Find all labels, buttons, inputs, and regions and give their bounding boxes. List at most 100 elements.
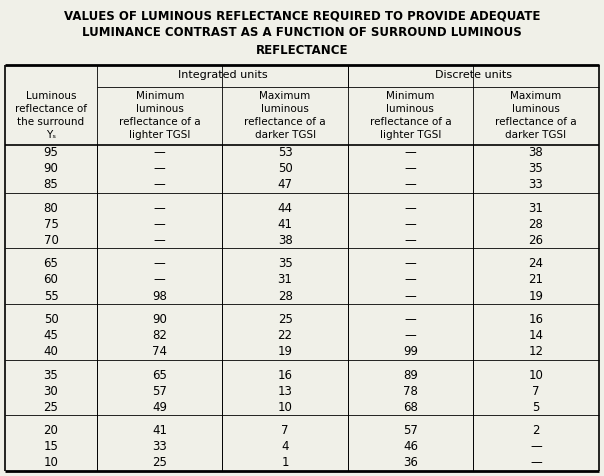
Text: 99: 99 bbox=[403, 345, 418, 358]
Text: 70: 70 bbox=[43, 234, 59, 247]
Text: —: — bbox=[154, 218, 165, 231]
Text: —: — bbox=[530, 456, 542, 469]
Text: 33: 33 bbox=[152, 440, 167, 453]
Text: —: — bbox=[154, 162, 165, 175]
Text: 65: 65 bbox=[43, 258, 59, 270]
Text: 46: 46 bbox=[403, 440, 418, 453]
Text: 21: 21 bbox=[528, 273, 544, 287]
Text: 26: 26 bbox=[528, 234, 544, 247]
Text: 13: 13 bbox=[278, 385, 292, 397]
Text: 10: 10 bbox=[278, 401, 292, 414]
Text: 7: 7 bbox=[281, 424, 289, 437]
Text: 10: 10 bbox=[528, 368, 544, 382]
Text: 25: 25 bbox=[278, 313, 292, 326]
Text: Discrete units: Discrete units bbox=[435, 70, 512, 80]
Text: 30: 30 bbox=[43, 385, 59, 397]
Text: 28: 28 bbox=[528, 218, 544, 231]
Text: 25: 25 bbox=[152, 456, 167, 469]
Text: 60: 60 bbox=[43, 273, 59, 287]
Text: 22: 22 bbox=[278, 329, 292, 342]
Text: —: — bbox=[405, 329, 416, 342]
Text: 25: 25 bbox=[43, 401, 59, 414]
Text: 78: 78 bbox=[403, 385, 418, 397]
Text: 35: 35 bbox=[278, 258, 292, 270]
Text: 95: 95 bbox=[43, 146, 59, 159]
Text: VALUES OF LUMINOUS REFLECTANCE REQUIRED TO PROVIDE ADEQUATE: VALUES OF LUMINOUS REFLECTANCE REQUIRED … bbox=[64, 9, 540, 22]
Text: Integrated units: Integrated units bbox=[178, 70, 267, 80]
Text: 33: 33 bbox=[528, 178, 544, 191]
Text: —: — bbox=[405, 202, 416, 215]
Text: 90: 90 bbox=[43, 162, 59, 175]
Text: 15: 15 bbox=[43, 440, 59, 453]
Text: 57: 57 bbox=[403, 424, 418, 437]
Text: 16: 16 bbox=[278, 368, 292, 382]
Text: 7: 7 bbox=[532, 385, 540, 397]
Text: 28: 28 bbox=[278, 289, 292, 303]
Text: 12: 12 bbox=[528, 345, 544, 358]
Text: —: — bbox=[154, 234, 165, 247]
Text: 50: 50 bbox=[43, 313, 59, 326]
Text: 50: 50 bbox=[278, 162, 292, 175]
Text: —: — bbox=[405, 178, 416, 191]
Text: 44: 44 bbox=[278, 202, 292, 215]
Text: Luminous
reflectance of
the surround
Yₛ: Luminous reflectance of the surround Yₛ bbox=[15, 91, 87, 140]
Text: —: — bbox=[405, 258, 416, 270]
Text: 98: 98 bbox=[152, 289, 167, 303]
Text: 19: 19 bbox=[528, 289, 544, 303]
Text: 20: 20 bbox=[43, 424, 59, 437]
Text: 57: 57 bbox=[152, 385, 167, 397]
Text: —: — bbox=[405, 234, 416, 247]
Text: 89: 89 bbox=[403, 368, 418, 382]
Text: 80: 80 bbox=[43, 202, 59, 215]
Text: —: — bbox=[154, 146, 165, 159]
Text: 41: 41 bbox=[152, 424, 167, 437]
Text: 38: 38 bbox=[528, 146, 544, 159]
Text: —: — bbox=[405, 218, 416, 231]
Text: —: — bbox=[405, 289, 416, 303]
Text: 85: 85 bbox=[43, 178, 59, 191]
Text: 31: 31 bbox=[278, 273, 292, 287]
Text: 35: 35 bbox=[43, 368, 59, 382]
Text: 38: 38 bbox=[278, 234, 292, 247]
Text: 41: 41 bbox=[278, 218, 292, 231]
Text: —: — bbox=[405, 146, 416, 159]
Text: 55: 55 bbox=[43, 289, 59, 303]
Text: Maximum
luminous
reflectance of a
darker TGSI: Maximum luminous reflectance of a darker… bbox=[244, 91, 326, 140]
Text: 19: 19 bbox=[278, 345, 292, 358]
Text: 47: 47 bbox=[278, 178, 292, 191]
Text: 53: 53 bbox=[278, 146, 292, 159]
Text: 82: 82 bbox=[152, 329, 167, 342]
Text: —: — bbox=[154, 202, 165, 215]
Text: 68: 68 bbox=[403, 401, 418, 414]
Text: 36: 36 bbox=[403, 456, 418, 469]
Text: 2: 2 bbox=[532, 424, 540, 437]
Text: 75: 75 bbox=[43, 218, 59, 231]
Text: 14: 14 bbox=[528, 329, 544, 342]
Text: 40: 40 bbox=[43, 345, 59, 358]
Text: 31: 31 bbox=[528, 202, 544, 215]
Text: Minimum
luminous
reflectance of a
lighter TGSI: Minimum luminous reflectance of a lighte… bbox=[370, 91, 451, 140]
Text: 35: 35 bbox=[528, 162, 544, 175]
Text: Maximum
luminous
reflectance of a
darker TGSI: Maximum luminous reflectance of a darker… bbox=[495, 91, 577, 140]
Text: 24: 24 bbox=[528, 258, 544, 270]
Text: 45: 45 bbox=[43, 329, 59, 342]
Text: —: — bbox=[405, 273, 416, 287]
Text: —: — bbox=[154, 258, 165, 270]
Text: —: — bbox=[405, 162, 416, 175]
Text: 4: 4 bbox=[281, 440, 289, 453]
Text: REFLECTANCE: REFLECTANCE bbox=[255, 44, 349, 57]
Text: 74: 74 bbox=[152, 345, 167, 358]
Text: LUMINANCE CONTRAST AS A FUNCTION OF SURROUND LUMINOUS: LUMINANCE CONTRAST AS A FUNCTION OF SURR… bbox=[82, 27, 522, 40]
Text: 5: 5 bbox=[532, 401, 540, 414]
Text: 16: 16 bbox=[528, 313, 544, 326]
Text: —: — bbox=[154, 178, 165, 191]
Text: 10: 10 bbox=[43, 456, 59, 469]
Text: —: — bbox=[154, 273, 165, 287]
Text: —: — bbox=[530, 440, 542, 453]
Text: 1: 1 bbox=[281, 456, 289, 469]
Text: 90: 90 bbox=[152, 313, 167, 326]
Text: Minimum
luminous
reflectance of a
lighter TGSI: Minimum luminous reflectance of a lighte… bbox=[119, 91, 201, 140]
Text: 49: 49 bbox=[152, 401, 167, 414]
Text: 65: 65 bbox=[152, 368, 167, 382]
Text: —: — bbox=[405, 313, 416, 326]
